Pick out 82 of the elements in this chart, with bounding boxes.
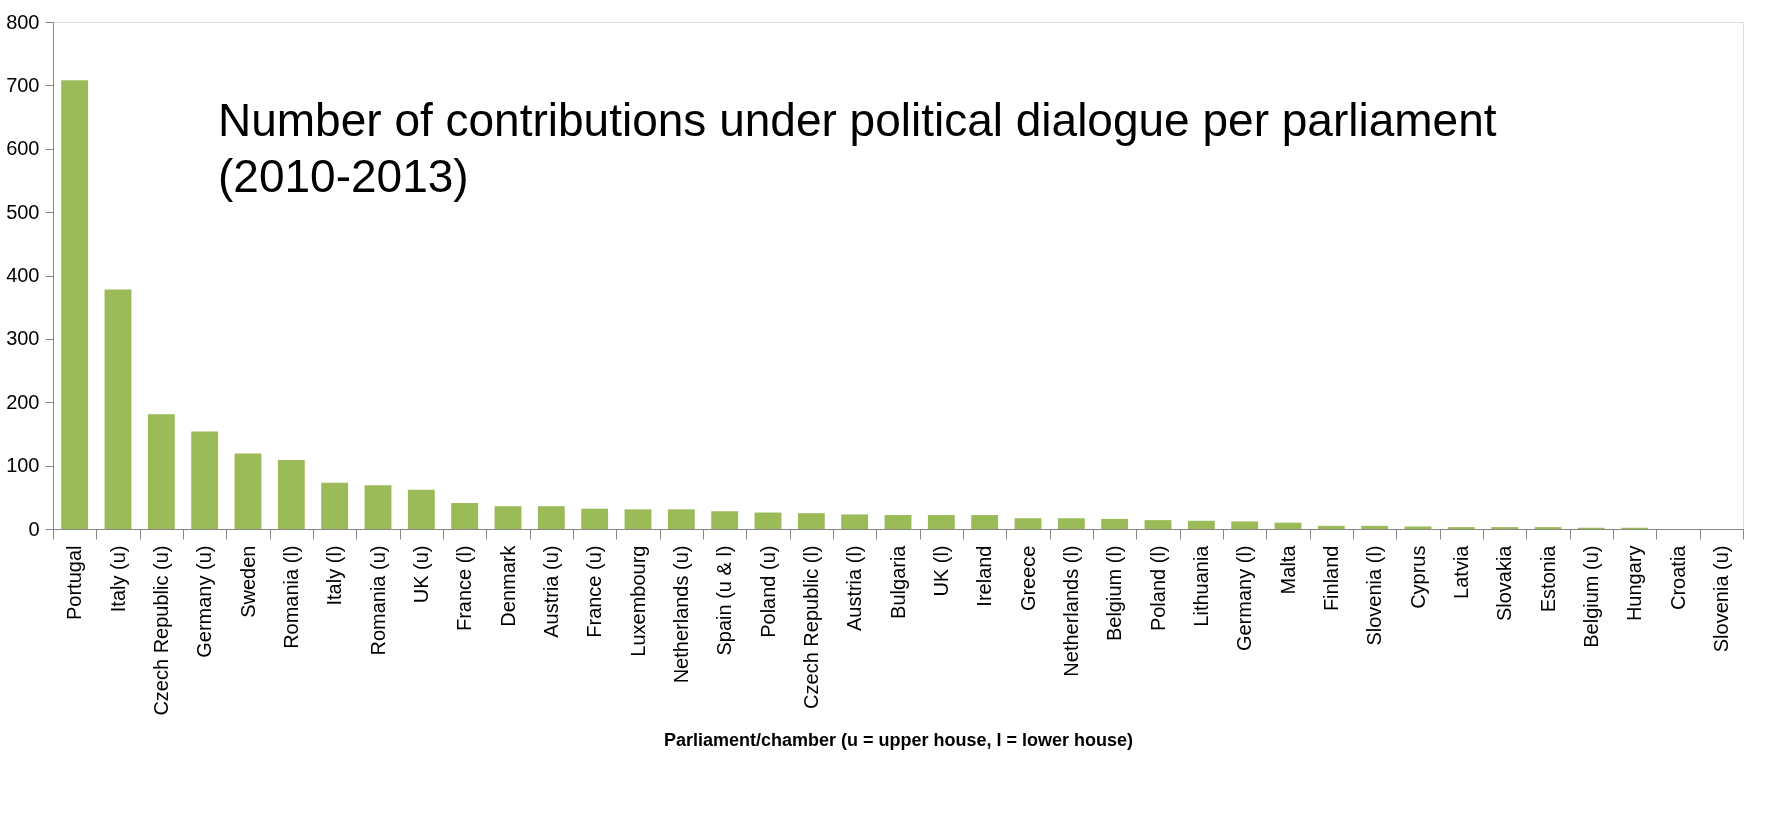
bar (581, 508, 609, 529)
x-tick-label: France (u) (583, 545, 606, 638)
bar (754, 512, 782, 529)
bar (537, 506, 565, 529)
x-tick-label: Czech Republic (u) (149, 545, 172, 716)
x-tick-label: Romania (u) (366, 545, 389, 656)
x-tick-label: Greece (1016, 545, 1039, 612)
x-tick-label: France (l) (453, 545, 476, 632)
bar (841, 514, 869, 529)
x-tick-label: Latvia (1449, 544, 1472, 599)
bar (1101, 518, 1129, 529)
y-tick-label: 300 (6, 327, 40, 350)
bar (1274, 522, 1302, 529)
bar (321, 482, 349, 529)
y-tick-label: 800 (6, 10, 40, 33)
bar (667, 509, 695, 529)
x-tick-label: Netherlands (l) (1059, 545, 1082, 677)
x-tick-label: Croatia (1666, 544, 1689, 610)
bar (971, 515, 999, 529)
x-tick-label: Poland (u) (756, 545, 779, 638)
x-tick-label: Lithuania (1189, 544, 1212, 627)
x-tick-label: Netherlands (u) (669, 545, 692, 684)
bar (494, 506, 522, 529)
x-tick-label: UK (u) (409, 545, 432, 604)
bar (1404, 526, 1432, 529)
bar (277, 459, 305, 529)
bar (797, 513, 825, 529)
bar (1361, 525, 1389, 529)
bar (61, 80, 89, 529)
x-tick-label: Ireland (973, 545, 996, 607)
bar (1317, 525, 1345, 529)
bar (234, 453, 262, 529)
y-tick-label: 100 (6, 454, 40, 477)
bar (364, 485, 392, 529)
x-tick-label: Belgium (l) (1103, 545, 1126, 642)
x-tick-label: Austria (u) (539, 545, 562, 638)
x-tick-label: Bulgaria (886, 544, 909, 619)
bar (711, 511, 739, 529)
x-tick-label: Portugal (63, 545, 86, 620)
x-axis-title: Parliament/chamber (u = upper house, l = lower house) (663, 729, 1134, 750)
x-tick-label: Germany (l) (1233, 545, 1256, 652)
x-tick-label: Cyprus (1406, 545, 1429, 609)
y-tick-label: 200 (6, 390, 40, 413)
x-tick-label: Slovenia (l) (1363, 545, 1386, 646)
bar (407, 489, 435, 529)
x-tick-label: Czech Republic (l) (799, 545, 822, 709)
y-tick-label: 500 (6, 200, 40, 223)
x-tick-label: Estonia (1536, 544, 1559, 613)
x-tick-label: Romania (l) (279, 545, 302, 649)
bar (104, 289, 132, 529)
y-tick-label: 0 (28, 517, 40, 540)
x-tick-label: Italy (u) (106, 545, 129, 613)
x-tick-label: Belgium (u) (1579, 545, 1602, 648)
x-tick-label: Malta (1276, 544, 1299, 595)
x-tick-label: Denmark (496, 544, 519, 627)
x-tick-label: Germany (u) (193, 545, 216, 658)
bar (1057, 518, 1085, 529)
x-tick-label: Sweden (236, 545, 259, 618)
y-tick-label: 600 (6, 137, 40, 160)
x-tick-label: Slovenia (u) (1709, 545, 1732, 653)
bar (1231, 521, 1259, 529)
bar (191, 431, 219, 529)
bar (1014, 518, 1042, 529)
x-tick-label: UK (l) (929, 545, 952, 597)
x-tick-label: Poland (l) (1146, 545, 1169, 632)
bar (451, 503, 479, 529)
x-tick-label: Austria (l) (843, 545, 866, 632)
bar (147, 414, 175, 529)
bar (1144, 520, 1172, 529)
x-tick-label: Spain (u & l) (713, 545, 736, 656)
x-tick-label: Italy (l) (323, 545, 346, 606)
x-tick-label: Slovakia (1493, 544, 1516, 622)
x-tick-label: Finland (1319, 545, 1342, 612)
y-tick-label: 400 (6, 264, 40, 286)
y-tick-label: 700 (6, 73, 40, 96)
bar (1187, 520, 1215, 529)
x-tick-label: Luxembourg (626, 545, 649, 657)
bar (927, 515, 955, 529)
bar (884, 515, 912, 529)
x-tick-label: Hungary (1623, 545, 1646, 622)
bar (624, 509, 652, 529)
text: Number of contributions under political dialogue per parliament (2010-2013) (218, 94, 1497, 202)
